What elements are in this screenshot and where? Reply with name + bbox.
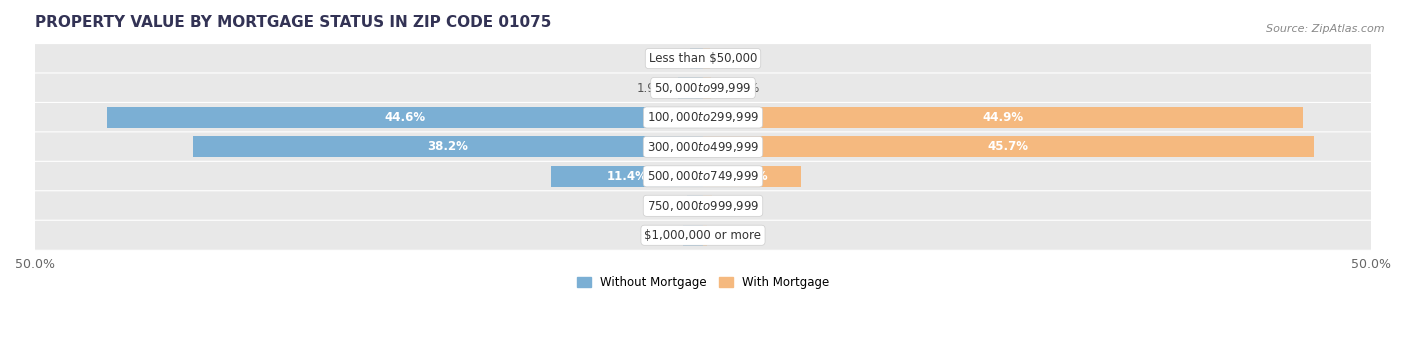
Bar [703, 195, 711, 216]
Text: Less than $50,000: Less than $50,000 [648, 52, 758, 65]
FancyBboxPatch shape [34, 191, 1372, 221]
Bar [678, 78, 703, 99]
Text: $500,000 to $749,999: $500,000 to $749,999 [647, 169, 759, 183]
Text: 0.56%: 0.56% [721, 52, 758, 65]
Text: 44.6%: 44.6% [384, 111, 426, 124]
Text: 45.7%: 45.7% [988, 140, 1029, 153]
FancyBboxPatch shape [34, 44, 1372, 73]
Bar [689, 48, 703, 69]
Bar [703, 166, 800, 187]
FancyBboxPatch shape [34, 102, 1372, 133]
Bar [703, 136, 1313, 157]
Text: 1.5%: 1.5% [643, 229, 672, 242]
Text: 0.3%: 0.3% [717, 229, 748, 242]
Text: 0.62%: 0.62% [721, 82, 759, 95]
Bar [683, 225, 703, 246]
FancyBboxPatch shape [34, 220, 1372, 250]
Bar [688, 195, 703, 216]
Text: $750,000 to $999,999: $750,000 to $999,999 [647, 199, 759, 213]
Text: 7.3%: 7.3% [735, 170, 768, 183]
Bar [703, 78, 711, 99]
Text: 0.65%: 0.65% [723, 199, 759, 212]
Text: $100,000 to $299,999: $100,000 to $299,999 [647, 110, 759, 124]
Text: PROPERTY VALUE BY MORTGAGE STATUS IN ZIP CODE 01075: PROPERTY VALUE BY MORTGAGE STATUS IN ZIP… [35, 15, 551, 30]
Text: 44.9%: 44.9% [983, 111, 1024, 124]
Text: $300,000 to $499,999: $300,000 to $499,999 [647, 140, 759, 154]
Bar [703, 48, 710, 69]
Bar [107, 107, 703, 128]
Text: 1.0%: 1.0% [650, 52, 679, 65]
Legend: Without Mortgage, With Mortgage: Without Mortgage, With Mortgage [572, 271, 834, 294]
FancyBboxPatch shape [34, 161, 1372, 191]
Bar [703, 107, 1303, 128]
Bar [703, 225, 707, 246]
Text: 1.9%: 1.9% [637, 82, 666, 95]
Text: $50,000 to $99,999: $50,000 to $99,999 [654, 81, 752, 95]
FancyBboxPatch shape [34, 132, 1372, 162]
Text: 11.4%: 11.4% [606, 170, 647, 183]
Text: Source: ZipAtlas.com: Source: ZipAtlas.com [1267, 24, 1385, 34]
Bar [551, 166, 703, 187]
Text: 1.2%: 1.2% [647, 199, 676, 212]
FancyBboxPatch shape [34, 73, 1372, 103]
Text: 38.2%: 38.2% [427, 140, 468, 153]
Bar [193, 136, 703, 157]
Text: $1,000,000 or more: $1,000,000 or more [644, 229, 762, 242]
